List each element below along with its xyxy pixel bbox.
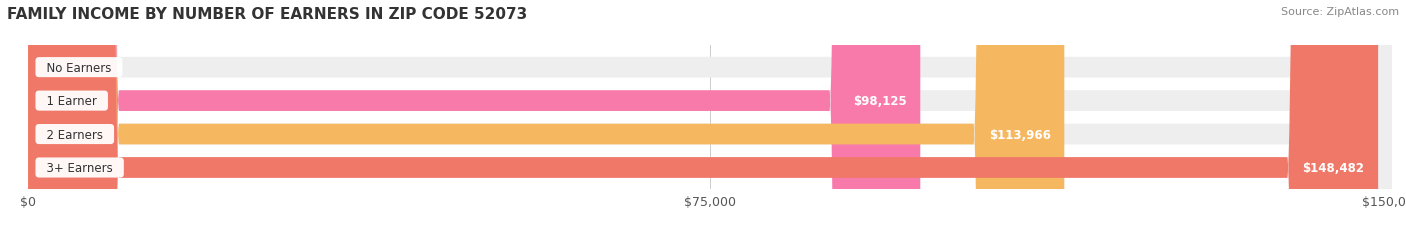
Text: $0: $0 bbox=[46, 61, 62, 74]
FancyBboxPatch shape bbox=[28, 0, 1392, 231]
Text: 1 Earner: 1 Earner bbox=[39, 95, 104, 108]
FancyBboxPatch shape bbox=[28, 0, 921, 231]
Text: 2 Earners: 2 Earners bbox=[39, 128, 111, 141]
Text: $113,966: $113,966 bbox=[988, 128, 1050, 141]
Text: 3+ Earners: 3+ Earners bbox=[39, 161, 121, 174]
Text: $98,125: $98,125 bbox=[853, 95, 907, 108]
Text: Source: ZipAtlas.com: Source: ZipAtlas.com bbox=[1281, 7, 1399, 17]
FancyBboxPatch shape bbox=[28, 0, 1378, 231]
FancyBboxPatch shape bbox=[28, 0, 1392, 231]
Text: $148,482: $148,482 bbox=[1302, 161, 1364, 174]
FancyBboxPatch shape bbox=[28, 0, 1064, 231]
Text: FAMILY INCOME BY NUMBER OF EARNERS IN ZIP CODE 52073: FAMILY INCOME BY NUMBER OF EARNERS IN ZI… bbox=[7, 7, 527, 22]
FancyBboxPatch shape bbox=[28, 0, 1392, 231]
Text: No Earners: No Earners bbox=[39, 61, 120, 74]
FancyBboxPatch shape bbox=[28, 0, 1392, 231]
